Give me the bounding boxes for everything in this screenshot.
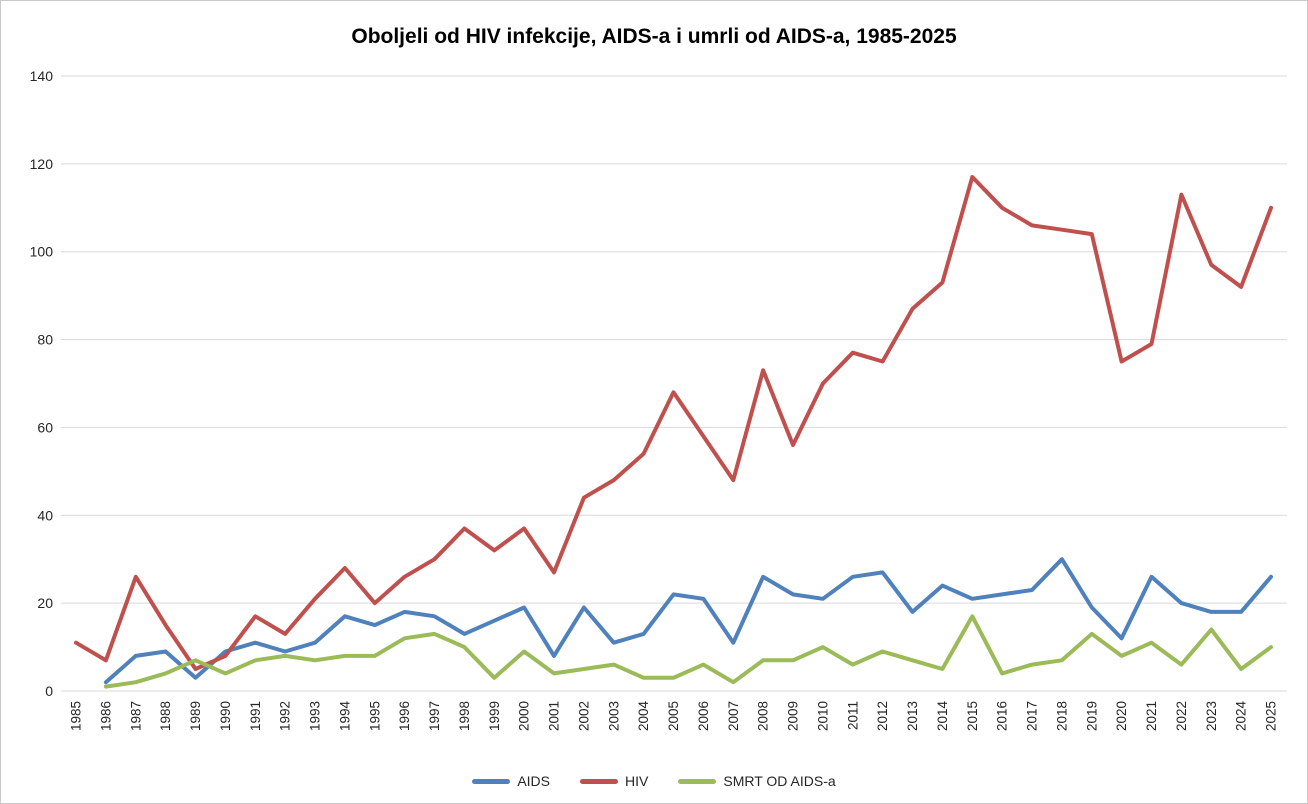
x-tick-label: 2011	[845, 701, 860, 730]
y-axis-labels: 0 20 40 60 80 100 120 140	[30, 68, 54, 699]
x-tick-label: 1994	[337, 701, 352, 732]
x-tick-label: 2004	[636, 701, 651, 732]
x-tick-label: 2025	[1264, 701, 1279, 731]
chart-title: Oboljeli od HIV infekcije, AIDS-a i umrl…	[351, 25, 957, 48]
x-tick-label: 2009	[786, 701, 801, 731]
legend-label-hiv: HIV	[625, 773, 649, 789]
x-tick-label: 2016	[995, 701, 1010, 731]
y-tick-label: 100	[30, 244, 54, 260]
y-tick-label: 140	[30, 68, 54, 84]
legend-item-hiv: HIV	[580, 773, 648, 789]
x-tick-label: 1988	[158, 701, 173, 731]
y-tick-label: 120	[30, 156, 54, 172]
aids-line-swatch	[472, 778, 511, 784]
x-tick-label: 2014	[935, 701, 950, 732]
x-tick-label: 2013	[905, 701, 920, 731]
series-line-aids	[103, 557, 1273, 685]
legend-label-aids: AIDS	[517, 773, 551, 789]
x-tick-label: 2024	[1234, 701, 1249, 732]
x-tick-label: 2001	[547, 701, 562, 731]
x-tick-label: 2023	[1204, 701, 1219, 731]
x-tick-label: 1990	[218, 701, 233, 731]
x-tick-label: 2017	[1025, 701, 1040, 731]
smrt-line-swatch	[678, 778, 717, 784]
x-tick-label: 2000	[517, 701, 532, 731]
x-tick-label: 1985	[69, 701, 84, 731]
x-tick-label: 2021	[1144, 701, 1159, 731]
x-tick-label: 2022	[1174, 701, 1189, 731]
x-tick-label: 1992	[278, 701, 293, 731]
x-tick-label: 2010	[815, 701, 830, 731]
legend: AIDS HIV SMRT OD AIDS-a	[1, 773, 1307, 789]
series-line-smrt-od-aids-a	[103, 614, 1273, 689]
y-tick-label: 60	[37, 419, 53, 435]
x-tick-label: 2007	[726, 701, 741, 731]
x-tick-label: 2018	[1054, 701, 1069, 731]
x-tick-label: 1986	[98, 701, 113, 731]
x-tick-label: 2012	[875, 701, 890, 731]
x-tick-label: 2015	[965, 701, 980, 731]
x-tick-label: 2019	[1084, 701, 1099, 731]
x-tick-label: 2006	[696, 701, 711, 731]
x-tick-label: 1996	[397, 701, 412, 731]
hiv-line-swatch	[580, 778, 619, 784]
y-tick-label: 80	[37, 332, 53, 348]
y-tick-label: 0	[45, 683, 53, 699]
series-line-hiv	[74, 175, 1273, 671]
x-tick-label: 2003	[606, 701, 621, 731]
legend-item-smrt: SMRT OD AIDS-a	[678, 773, 836, 789]
x-tick-label: 1997	[427, 701, 442, 731]
y-tick-label: 40	[37, 507, 53, 523]
x-tick-label: 2002	[576, 701, 591, 731]
y-tick-label: 20	[37, 595, 53, 611]
x-tick-label: 1998	[457, 701, 472, 731]
x-axis-labels: 1985 1986 1987 1988 1989 1990 1991 1992 1993 1994…	[69, 701, 1279, 732]
x-tick-label: 1999	[487, 701, 502, 731]
x-tick-label: 1989	[188, 701, 203, 731]
x-tick-label: 1993	[308, 701, 323, 731]
x-tick-label: 1991	[248, 701, 263, 731]
x-tick-label: 1987	[128, 701, 143, 731]
legend-label-smrt: SMRT OD AIDS-a	[723, 773, 836, 789]
x-tick-label: 2008	[756, 701, 771, 731]
gridlines	[61, 75, 1287, 692]
x-tick-label: 1995	[367, 701, 382, 731]
x-tick-label: 2020	[1114, 701, 1129, 731]
legend-item-aids: AIDS	[472, 773, 550, 789]
x-tick-label: 2005	[666, 701, 681, 731]
